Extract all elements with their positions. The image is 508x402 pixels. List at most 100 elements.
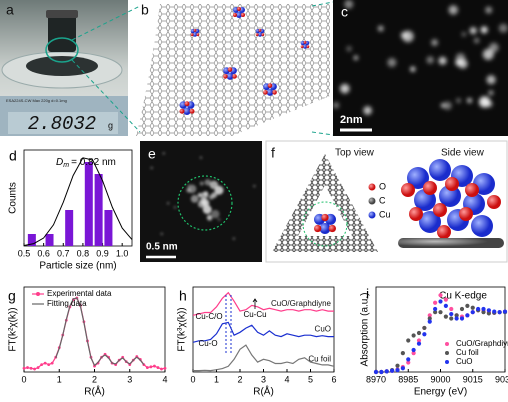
atom-spot bbox=[485, 6, 493, 14]
vial-cap bbox=[46, 10, 78, 18]
data-point bbox=[379, 369, 384, 375]
panel-a: ESA224S-CW Max 220g d=0.1mg 2.8032 g a bbox=[0, 0, 128, 136]
atom-spot bbox=[199, 156, 203, 160]
unit: g bbox=[108, 120, 113, 130]
annotation-part: m bbox=[63, 162, 69, 169]
atom-spot bbox=[187, 184, 191, 188]
data-point bbox=[427, 313, 432, 318]
data-point bbox=[476, 306, 481, 312]
x-axis-label: R(Å) bbox=[84, 385, 105, 398]
highlight-circle bbox=[45, 37, 79, 63]
cluster bbox=[179, 101, 195, 115]
atom-spot bbox=[426, 56, 434, 64]
atom-spot bbox=[202, 205, 212, 214]
atom-spot bbox=[211, 209, 220, 219]
data-point bbox=[149, 365, 153, 369]
atom-spot bbox=[467, 98, 472, 103]
data-point bbox=[406, 360, 411, 365]
side-view-label: Side view bbox=[441, 148, 485, 159]
data-point bbox=[497, 310, 502, 315]
data-point bbox=[400, 351, 405, 356]
annotation: Cu-C/O bbox=[195, 312, 222, 321]
data-point bbox=[411, 347, 416, 353]
atom bbox=[437, 225, 451, 239]
y-axis-label: FT(k³χ(k)) bbox=[177, 307, 188, 351]
data-point bbox=[433, 306, 438, 312]
data-point bbox=[449, 306, 454, 312]
atom-spot bbox=[353, 55, 358, 60]
data-point bbox=[36, 366, 40, 369]
charts: 0.5 0.6 0.7 0.8 0.9 1.0 d Particle size (nm) Cou… bbox=[8, 148, 508, 398]
data-point bbox=[481, 306, 486, 312]
panel-label: h bbox=[179, 288, 187, 304]
atom-spot bbox=[455, 53, 466, 63]
atom-spot bbox=[461, 32, 466, 37]
panel-label: d bbox=[9, 148, 17, 164]
atom-spot bbox=[400, 31, 408, 39]
data-point bbox=[433, 300, 438, 305]
x-axis-label: Particle size (nm) bbox=[39, 261, 116, 272]
plot-frame bbox=[23, 286, 166, 373]
data-point bbox=[156, 366, 160, 369]
bar bbox=[94, 174, 103, 246]
bar bbox=[104, 210, 113, 246]
data-point bbox=[33, 367, 36, 371]
data-point bbox=[486, 308, 491, 313]
panel-label: a bbox=[6, 2, 14, 18]
x-tick-label: 0.9 bbox=[96, 248, 109, 258]
data-point bbox=[438, 310, 443, 315]
atom bbox=[465, 183, 479, 197]
legend-marker bbox=[36, 292, 40, 296]
data-point bbox=[438, 299, 443, 304]
panel-label: e bbox=[148, 146, 156, 162]
data-point bbox=[40, 363, 44, 367]
legend-marker bbox=[445, 351, 449, 355]
data-point bbox=[47, 363, 51, 367]
x-tick-label: 1.0 bbox=[116, 248, 129, 258]
atom-spot bbox=[387, 58, 397, 67]
data-point bbox=[422, 332, 427, 337]
x-tick-label: 6 bbox=[331, 374, 336, 384]
data-point bbox=[454, 313, 459, 318]
series-line bbox=[192, 291, 334, 316]
x-tick-label: 9030 bbox=[495, 374, 508, 384]
data-point bbox=[443, 303, 448, 308]
cluster bbox=[190, 28, 200, 37]
x-tick-label: 0.5 bbox=[18, 248, 31, 258]
bar bbox=[84, 162, 93, 246]
x-tick-label: 1 bbox=[57, 374, 62, 384]
legend-marker bbox=[445, 360, 449, 364]
data-point bbox=[422, 325, 427, 331]
y-axis-label: Counts bbox=[8, 182, 19, 214]
connector bbox=[71, 59, 141, 133]
x-axis-label: Energy (eV) bbox=[414, 387, 467, 398]
atom-spot bbox=[190, 194, 199, 203]
series-line bbox=[193, 344, 335, 372]
vial bbox=[48, 14, 76, 52]
cluster bbox=[263, 83, 277, 96]
data-point bbox=[43, 361, 47, 365]
x-tick-label: 0.8 bbox=[77, 248, 90, 258]
cluster bbox=[233, 7, 245, 18]
atom-spot bbox=[438, 56, 447, 65]
data-point bbox=[427, 319, 432, 324]
atom bbox=[423, 181, 437, 195]
data-point bbox=[390, 368, 395, 373]
connector bbox=[311, 131, 334, 136]
legend-label: Cu bbox=[379, 209, 391, 219]
data-point bbox=[486, 311, 491, 316]
x-tick-label: 9015 bbox=[463, 374, 483, 384]
atom-spot bbox=[199, 181, 204, 186]
x-tick-label: 8985 bbox=[398, 374, 418, 384]
atom-spot bbox=[211, 192, 218, 198]
scale-label: 2nm bbox=[340, 114, 363, 126]
data-point bbox=[416, 341, 422, 346]
legend-label: C bbox=[379, 195, 386, 205]
data-point bbox=[492, 309, 497, 314]
atom-spot bbox=[431, 39, 438, 46]
reading: 2.8032 bbox=[28, 113, 96, 135]
atom-spot bbox=[332, 102, 340, 109]
atom-spot bbox=[443, 101, 452, 110]
atom-spot bbox=[344, 0, 354, 9]
atom-spot bbox=[377, 25, 384, 32]
